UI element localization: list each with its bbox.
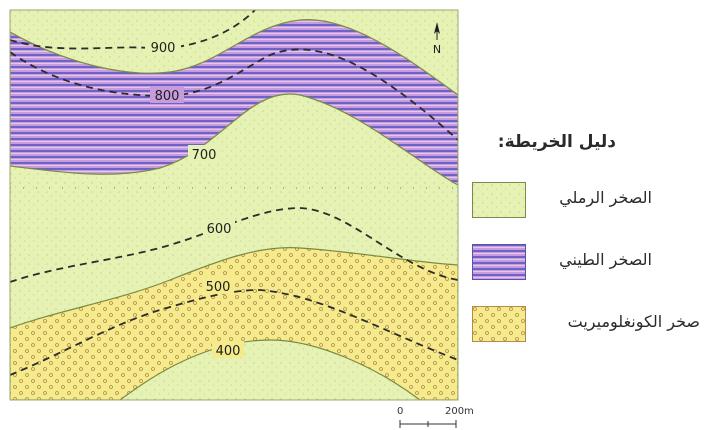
map-frame [9, 9, 459, 401]
legend-label-conglomerate: صخر الكونغلوميريت [567, 312, 700, 331]
shale-unit [10, 19, 458, 186]
north-arrow-icon [434, 22, 440, 40]
contour-label-700: 700 [192, 148, 217, 163]
legend-label-shale: الصخر الطيني [559, 250, 652, 269]
scale-start-label: 0 [397, 406, 404, 417]
legend-swatch-shale [472, 244, 526, 280]
legend-swatch-conglomerate [472, 306, 526, 342]
legend-swatch-sandstone [472, 182, 526, 218]
legend-label-sandstone: الصخر الرملي [559, 188, 652, 207]
scale-bar [399, 420, 457, 428]
contour-line [10, 207, 458, 283]
contour-line [10, 10, 256, 50]
legend-title: دليل الخريطة: [497, 132, 616, 152]
scale-unit-label: m [464, 406, 474, 417]
contour-line [10, 289, 458, 376]
contour-label-500: 500 [206, 280, 231, 295]
scale-end-label: 200 [445, 406, 465, 417]
contour-label-400: 400 [216, 344, 241, 359]
north-label: N [433, 43, 441, 56]
contour-label-900: 900 [151, 41, 176, 56]
contour-label-600: 600 [207, 222, 232, 237]
contour-label-800: 800 [155, 89, 180, 104]
